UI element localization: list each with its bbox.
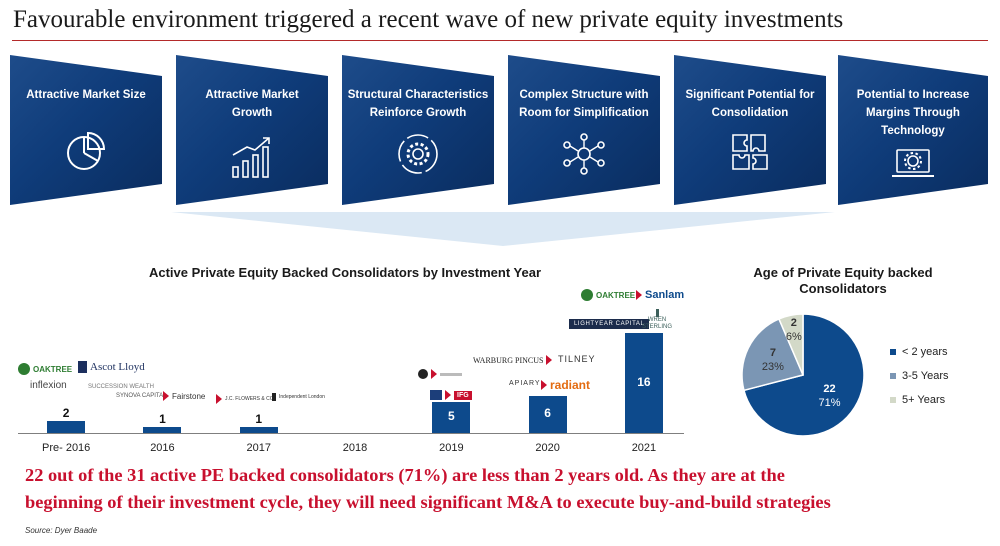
- logo-inflexion: inflexion: [30, 380, 67, 391]
- x-tick-label: 2020: [535, 442, 560, 454]
- pie-slice-label: 7 23%: [753, 346, 793, 374]
- pie-slice-value: 7: [769, 347, 776, 360]
- driver-label: Technology: [881, 125, 945, 137]
- logo-independent-london: Independent London: [272, 393, 325, 401]
- logo-oaktree-2021: OAKTREE: [581, 289, 635, 301]
- logo-fairstone: Fairstone: [163, 391, 205, 401]
- driver-consolidation: Significant Potential for Consolidation: [674, 55, 826, 205]
- driver-label: Reinforce Growth: [369, 107, 467, 119]
- x-tick-label: Pre- 2016: [41, 442, 91, 454]
- logo-apiary: APIARY: [509, 380, 541, 387]
- gear-cycle-icon: [398, 134, 438, 174]
- driver-label: Potential to Increase: [856, 89, 970, 101]
- driver-label: Growth: [231, 107, 273, 119]
- page-title: Favourable environment triggered a recen…: [13, 6, 844, 33]
- pie-chart-title: Age of Private Equity backed Consolidato…: [753, 265, 933, 296]
- driver-market-growth: Attractive Market Growth: [176, 55, 328, 205]
- bar-data-label: 1: [159, 411, 166, 426]
- pie-slice-value: 2: [790, 317, 797, 330]
- driver-label: Significant Potential for: [685, 89, 815, 101]
- x-tick-label: 2018: [342, 442, 368, 454]
- bar-data-label: 16: [637, 375, 651, 389]
- pie-slice-percent: 23%: [761, 361, 784, 374]
- source-note: Source: Dyer Baade: [25, 526, 98, 535]
- pie-slice-percent: 6%: [785, 331, 802, 344]
- driver-label: Complex Structure with: [519, 89, 649, 101]
- driver-complex-structure: Complex Structure with Room for Simplifi…: [508, 55, 660, 205]
- driver-technology: Potential to Increase Margins Through Te…: [838, 55, 988, 205]
- bar-data-label: 5: [448, 409, 455, 424]
- driver-label: Consolidation: [711, 107, 789, 119]
- bar: [239, 426, 278, 433]
- network-nodes-icon: [563, 133, 605, 175]
- funnel-arrow: [171, 212, 835, 246]
- x-axis-line: [18, 433, 684, 434]
- logo-jc-flowers: J.C. FLOWERS & CO.: [216, 394, 275, 404]
- logo-oaktree: OAKTREE: [18, 363, 72, 375]
- logo-wren-sterling: WREN STERLING: [642, 309, 672, 331]
- legend-item: 5+ Years: [890, 394, 945, 406]
- bar-data-label: 2: [62, 405, 70, 420]
- pie-slice-percent: 71%: [818, 396, 841, 409]
- driver-label: Room for Simplification: [519, 107, 649, 119]
- logo-succession-wealth: SUCCESSION WEALTH: [88, 384, 154, 390]
- legend-item: < 2 years: [890, 346, 948, 358]
- legend-item: 3-5 Years: [890, 370, 948, 382]
- logo-tilney: TILNEY: [558, 354, 596, 364]
- pie-slice: [741, 317, 805, 392]
- driver-label: Margins Through: [866, 107, 960, 119]
- puzzle-icon: [732, 134, 768, 170]
- driver-label: Structural Characteristics: [347, 89, 489, 101]
- pie-slice-value: 22: [823, 382, 836, 395]
- logo-ascot-lloyd: Ascot Lloyd: [78, 361, 145, 373]
- pie-chart-icon: [67, 131, 106, 170]
- logo-radiant: radiant: [541, 378, 590, 392]
- driver-market-size: Attractive Market Size: [10, 55, 162, 205]
- logo-ifg: IFG: [430, 390, 472, 400]
- conclusion-text: 22 out of the 31 active PE backed consol…: [25, 465, 831, 512]
- legend-swatch: [890, 349, 896, 355]
- bar: [528, 395, 567, 433]
- logo-2019-a: [418, 369, 462, 379]
- pie-chart: [741, 313, 865, 437]
- x-tick-label: 2019: [439, 442, 464, 454]
- pie-slice-label: 2 6%: [774, 316, 814, 344]
- x-tick-label: 2016: [150, 442, 175, 454]
- logo-lightyear-capital: LIGHTYEAR CAPITAL: [569, 319, 650, 329]
- bar-chart-title: Active Private Equity Backed Consolidato…: [148, 265, 542, 280]
- legend-swatch: [890, 397, 896, 403]
- logo-warburg-pincus: WARBURG PINCUS: [473, 355, 553, 365]
- bar: [432, 401, 471, 433]
- driver-structural: Structural Characteristics Reinforce Gro…: [342, 55, 494, 205]
- x-tick-label: 2021: [631, 442, 657, 454]
- title-divider: [12, 40, 988, 41]
- bar-data-label: 6: [544, 406, 551, 421]
- driver-label: Attractive Market: [205, 89, 299, 101]
- growth-bars-icon: [232, 137, 270, 178]
- bar: [47, 420, 86, 433]
- driver-label: Attractive Market Size: [26, 89, 146, 101]
- logo-sanlam: Sanlam: [636, 289, 684, 301]
- bar: [624, 333, 663, 433]
- legend-swatch: [890, 373, 896, 379]
- pie-slice: [777, 313, 804, 376]
- laptop-gear-icon: [892, 149, 934, 177]
- bar-data-label: 1: [255, 411, 263, 426]
- bar: [143, 426, 182, 433]
- pie-slice-label: 22 71%: [810, 382, 850, 410]
- logo-synova: SYNOVA CAPITAL: [116, 393, 167, 399]
- pie-slice: [743, 313, 865, 437]
- x-tick-label: 2017: [246, 442, 271, 454]
